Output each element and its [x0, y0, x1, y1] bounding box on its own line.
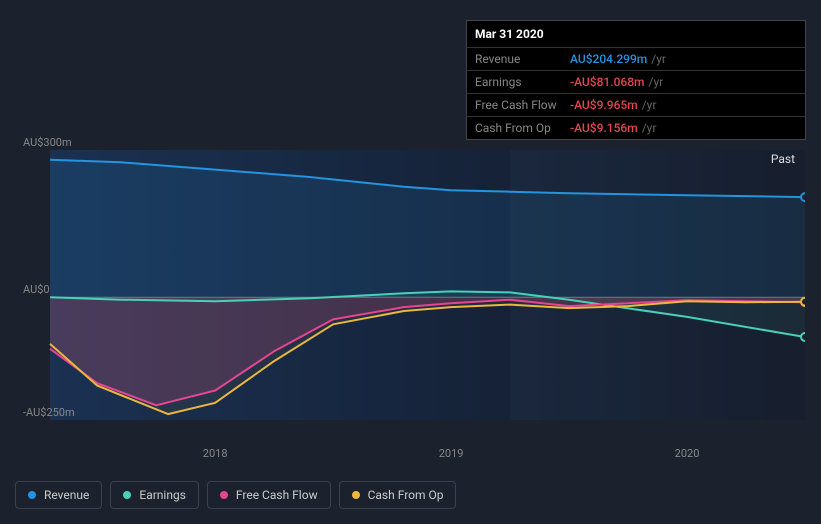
legend-item-earnings[interactable]: Earnings	[110, 481, 199, 509]
legend-dot-icon	[352, 491, 360, 499]
legend-item-free-cash-flow[interactable]: Free Cash Flow	[207, 481, 331, 509]
tooltip-row: Earnings-AU$81.068m/yr	[467, 70, 805, 93]
tooltip-metric-label: Revenue	[475, 52, 570, 66]
legend-item-revenue[interactable]: Revenue	[15, 481, 102, 509]
chart-svg	[15, 120, 805, 440]
y-axis-label: -AU$250m	[23, 406, 75, 419]
legend-dot-icon	[220, 491, 228, 499]
legend-item-cash-from-op[interactable]: Cash From Op	[339, 481, 457, 509]
legend-dot-icon	[28, 491, 36, 499]
legend-dot-icon	[123, 491, 131, 499]
x-axis-label: 2020	[675, 447, 700, 460]
tooltip-row: RevenueAU$204.299m/yr	[467, 47, 805, 70]
legend-label: Free Cash Flow	[236, 488, 318, 502]
past-label: Past	[771, 152, 795, 166]
tooltip-metric-label: Earnings	[475, 75, 570, 89]
legend-label: Revenue	[44, 488, 89, 502]
tooltip-metric-suffix: /yr	[651, 52, 666, 66]
tooltip-metric-suffix: /yr	[649, 75, 664, 89]
x-axis-label: 2018	[203, 447, 228, 460]
tooltip-metric-value: AU$204.299m	[570, 52, 647, 66]
tooltip-metric-value: -AU$9.965m	[570, 98, 638, 112]
tooltip-metric-value: -AU$81.068m	[570, 75, 645, 89]
tooltip-metric-label: Free Cash Flow	[475, 98, 570, 112]
chart-legend: Revenue Earnings Free Cash Flow Cash From O…	[15, 481, 456, 509]
tooltip-date: Mar 31 2020	[467, 21, 805, 47]
tooltip-metric-suffix: /yr	[642, 98, 657, 112]
financials-chart: Past AU$300mAU$0-AU$250m 201820192020	[15, 120, 805, 440]
y-axis-label: AU$0	[23, 283, 50, 296]
x-axis-label: 2019	[439, 447, 464, 460]
tooltip-row: Free Cash Flow-AU$9.965m/yr	[467, 93, 805, 116]
legend-label: Cash From Op	[368, 488, 444, 502]
y-axis-label: AU$300m	[23, 136, 72, 149]
legend-label: Earnings	[139, 488, 186, 502]
